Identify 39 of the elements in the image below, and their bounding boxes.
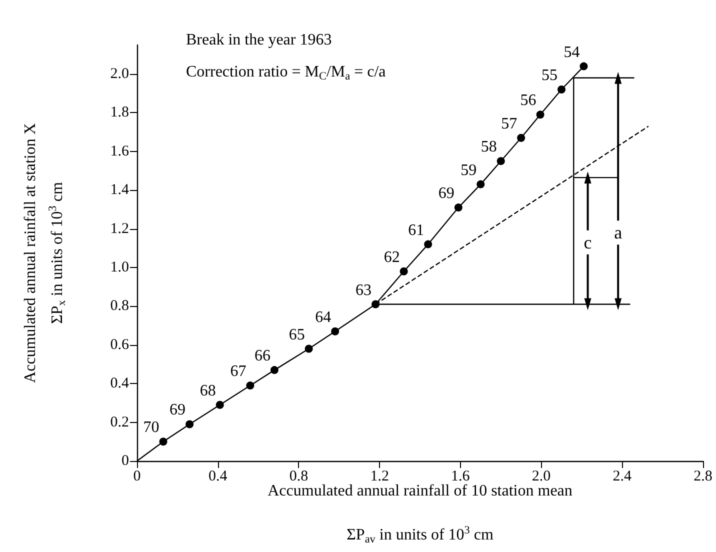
x-tick-label: 0 (133, 468, 141, 484)
y-tick-label: 1.6 (110, 143, 130, 160)
annotation: 69 (170, 402, 186, 419)
annotation: c (584, 232, 592, 252)
x-tick-label: 1.2 (370, 468, 389, 484)
annotation: 56 (520, 92, 536, 110)
y-tick-label: 1.8 (110, 104, 129, 121)
annotation: 62 (384, 248, 400, 266)
y-tick-label: 0.2 (110, 414, 129, 430)
y-tick-label: 1.4 (110, 182, 130, 198)
annotation: 68 (200, 382, 216, 400)
annotation: 54 (564, 44, 580, 61)
annotation: 70 (143, 419, 160, 436)
y-tick-label: 1.0 (110, 260, 129, 276)
y-tick-label: 0 (122, 453, 129, 469)
y-tick-label: 0.4 (110, 376, 130, 392)
annotation: 63 (356, 282, 372, 299)
x-tick-label: 0.4 (208, 468, 228, 484)
y-tick-label: 1.2 (110, 220, 129, 237)
x-tick-label: 0.8 (289, 468, 308, 484)
annotation: 65 (288, 326, 305, 344)
y-tick-label: 2.0 (110, 66, 129, 82)
x-tick-label: 1.6 (451, 468, 470, 484)
annotation: a (614, 222, 622, 243)
y-tick-label: 0.8 (110, 298, 129, 314)
annotation: 57 (501, 115, 518, 132)
annotation: 59 (460, 162, 477, 179)
annotation: Break in the year 1963 (186, 32, 332, 48)
y-tick-label: 0.6 (110, 336, 130, 353)
annotation: 58 (480, 138, 497, 156)
x-tick-label: 2.4 (612, 468, 632, 484)
annotation: 69 (438, 185, 454, 202)
annotation: 64 (315, 308, 332, 326)
x-tick-label: 2.0 (532, 468, 551, 484)
annotation: 61 (408, 222, 424, 239)
annotation: 55 (542, 67, 558, 84)
x-tick-label: 2.8 (694, 468, 712, 484)
annotation: 67 (230, 363, 246, 380)
annotation: 66 (254, 348, 270, 365)
